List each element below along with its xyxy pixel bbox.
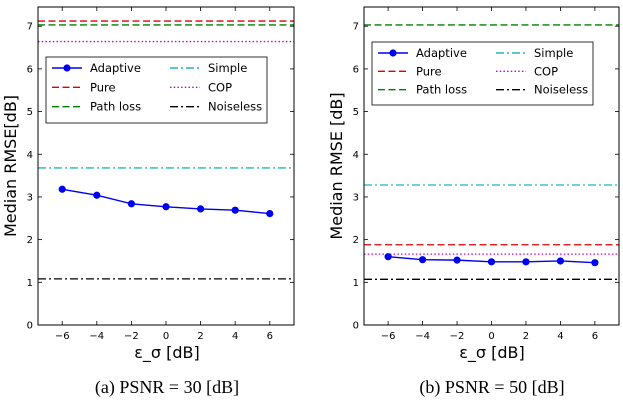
y-tick-label: 4 <box>353 150 359 161</box>
y-tick-label: 2 <box>27 235 33 246</box>
x-tick-label: 6 <box>592 331 598 342</box>
legend-label: COP <box>208 80 232 94</box>
data-point <box>453 256 461 264</box>
x-tick-label: 4 <box>232 331 238 342</box>
panel-a: −6 −4 −2 0 2 4 6 0 1 2 3 4 5 6 7 ε_σ [dB] Median RMSE[dB… <box>1 6 295 398</box>
data-point <box>522 258 530 266</box>
legend-label: Adaptive <box>416 46 467 60</box>
y-tick-label: 5 <box>27 107 33 118</box>
data-point <box>418 256 427 264</box>
legend-label: Noiseless <box>534 83 588 97</box>
y-tick-label: 7 <box>27 22 33 33</box>
legend-marker <box>63 64 71 72</box>
data-point <box>556 257 565 265</box>
legend-label: Pure <box>90 80 116 94</box>
y-tick-label: 7 <box>353 22 359 33</box>
x-tick-label: 0 <box>163 331 169 342</box>
x-tick-label: −2 <box>450 331 465 342</box>
legend-box <box>45 56 268 124</box>
data-point <box>231 206 239 214</box>
x-tick-label: −6 <box>381 331 396 342</box>
x-axis-label: ε_σ [dB] <box>134 343 200 363</box>
x-tick-label: 0 <box>488 331 494 342</box>
data-point <box>266 209 274 218</box>
legend-box <box>371 41 594 106</box>
x-tick-label: −6 <box>55 331 70 342</box>
data-point <box>487 258 496 266</box>
y-tick-label: 3 <box>353 192 359 203</box>
legend-label: COP <box>534 64 558 78</box>
x-tick-label: 4 <box>557 331 563 342</box>
data-point <box>196 205 205 213</box>
data-point <box>591 259 599 267</box>
legend-label: Adaptive <box>90 61 141 75</box>
y-tick-label: 6 <box>27 64 33 75</box>
x-tick-label: 6 <box>267 331 273 342</box>
y-tick-label: 4 <box>27 150 33 161</box>
legend-label: Simple <box>208 61 247 75</box>
y-tick-label: 0 <box>353 321 359 332</box>
x-tick-label: 2 <box>523 331 529 342</box>
y-tick-label: 1 <box>353 278 359 289</box>
y-tick-label: 0 <box>27 321 33 332</box>
plot-frame <box>37 6 295 326</box>
legend-label: Path loss <box>416 83 467 97</box>
x-tick-label: −4 <box>415 331 430 342</box>
data-point <box>384 253 392 261</box>
y-axis-label: Median RMSE[dB] <box>1 95 20 237</box>
legend-label: Noiseless <box>208 100 262 114</box>
legend-label: Pure <box>416 64 442 78</box>
x-tick-label: 2 <box>197 331 203 342</box>
data-point <box>162 203 170 211</box>
y-tick-label: 5 <box>353 107 359 118</box>
panel-caption: (b) PSNR = 50 [dB] <box>419 377 564 398</box>
data-point <box>58 185 66 193</box>
y-tick-label: 3 <box>27 192 33 203</box>
y-axis-label: Median RMSE [dB] <box>327 92 346 239</box>
y-tick-label: 6 <box>353 64 359 75</box>
data-point <box>93 191 101 199</box>
legend-label: Simple <box>534 46 573 60</box>
y-tick-label: 1 <box>27 278 33 289</box>
x-axis-label: ε_σ [dB] <box>459 343 525 363</box>
data-point <box>127 200 136 208</box>
y-tick-label: 2 <box>353 235 359 246</box>
x-tick-label: −4 <box>89 331 104 342</box>
panel-b: −6 −4 −2 0 2 4 6 0 1 2 3 4 5 6 7 ε_σ [dB] Median RMSE [d… <box>327 6 620 398</box>
panel-caption: (a) PSNR = 30 [dB] <box>95 377 239 398</box>
legend-label: Path loss <box>90 100 141 114</box>
x-tick-label: −2 <box>124 331 139 342</box>
legend-marker <box>389 49 397 57</box>
